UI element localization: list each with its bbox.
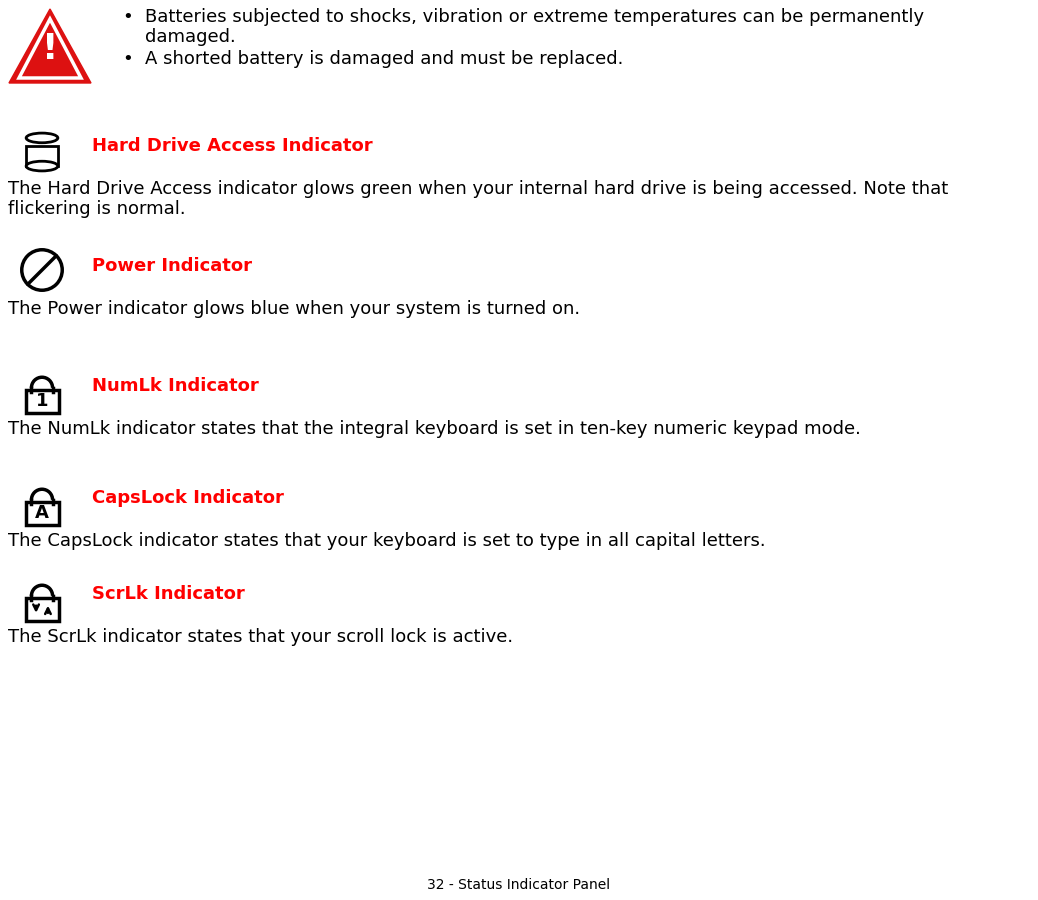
Ellipse shape — [26, 161, 58, 171]
Polygon shape — [9, 9, 91, 83]
Text: Hard Drive Access Indicator: Hard Drive Access Indicator — [92, 138, 373, 156]
Text: Batteries subjected to shocks, vibration or extreme temperatures can be permanen: Batteries subjected to shocks, vibration… — [145, 8, 924, 26]
Ellipse shape — [26, 133, 58, 143]
Bar — [26, 502, 58, 525]
Text: NumLk Indicator: NumLk Indicator — [92, 377, 258, 395]
Text: flickering is normal.: flickering is normal. — [8, 200, 186, 218]
Text: 32 - Status Indicator Panel: 32 - Status Indicator Panel — [428, 878, 610, 892]
Circle shape — [22, 250, 62, 290]
Text: The ScrLk indicator states that your scroll lock is active.: The ScrLk indicator states that your scr… — [8, 628, 513, 646]
Text: The Power indicator glows blue when your system is turned on.: The Power indicator glows blue when your… — [8, 300, 580, 318]
Text: 1: 1 — [35, 392, 48, 410]
Bar — [26, 146, 58, 166]
Text: A shorted battery is damaged and must be replaced.: A shorted battery is damaged and must be… — [145, 50, 624, 68]
Text: The Hard Drive Access indicator glows green when your internal hard drive is bei: The Hard Drive Access indicator glows gr… — [8, 180, 949, 198]
Text: damaged.: damaged. — [145, 28, 236, 46]
Text: The CapsLock indicator states that your keyboard is set to type in all capital l: The CapsLock indicator states that your … — [8, 532, 766, 550]
Text: The NumLk indicator states that the integral keyboard is set in ten-key numeric : The NumLk indicator states that the inte… — [8, 420, 861, 438]
Text: Power Indicator: Power Indicator — [92, 257, 252, 275]
Bar — [26, 598, 58, 621]
Text: •: • — [122, 8, 133, 26]
Bar — [26, 390, 58, 413]
Text: ScrLk Indicator: ScrLk Indicator — [92, 586, 245, 604]
Text: A: A — [35, 504, 49, 522]
Text: !: ! — [42, 32, 58, 66]
Text: •: • — [122, 50, 133, 68]
Text: CapsLock Indicator: CapsLock Indicator — [92, 490, 283, 508]
